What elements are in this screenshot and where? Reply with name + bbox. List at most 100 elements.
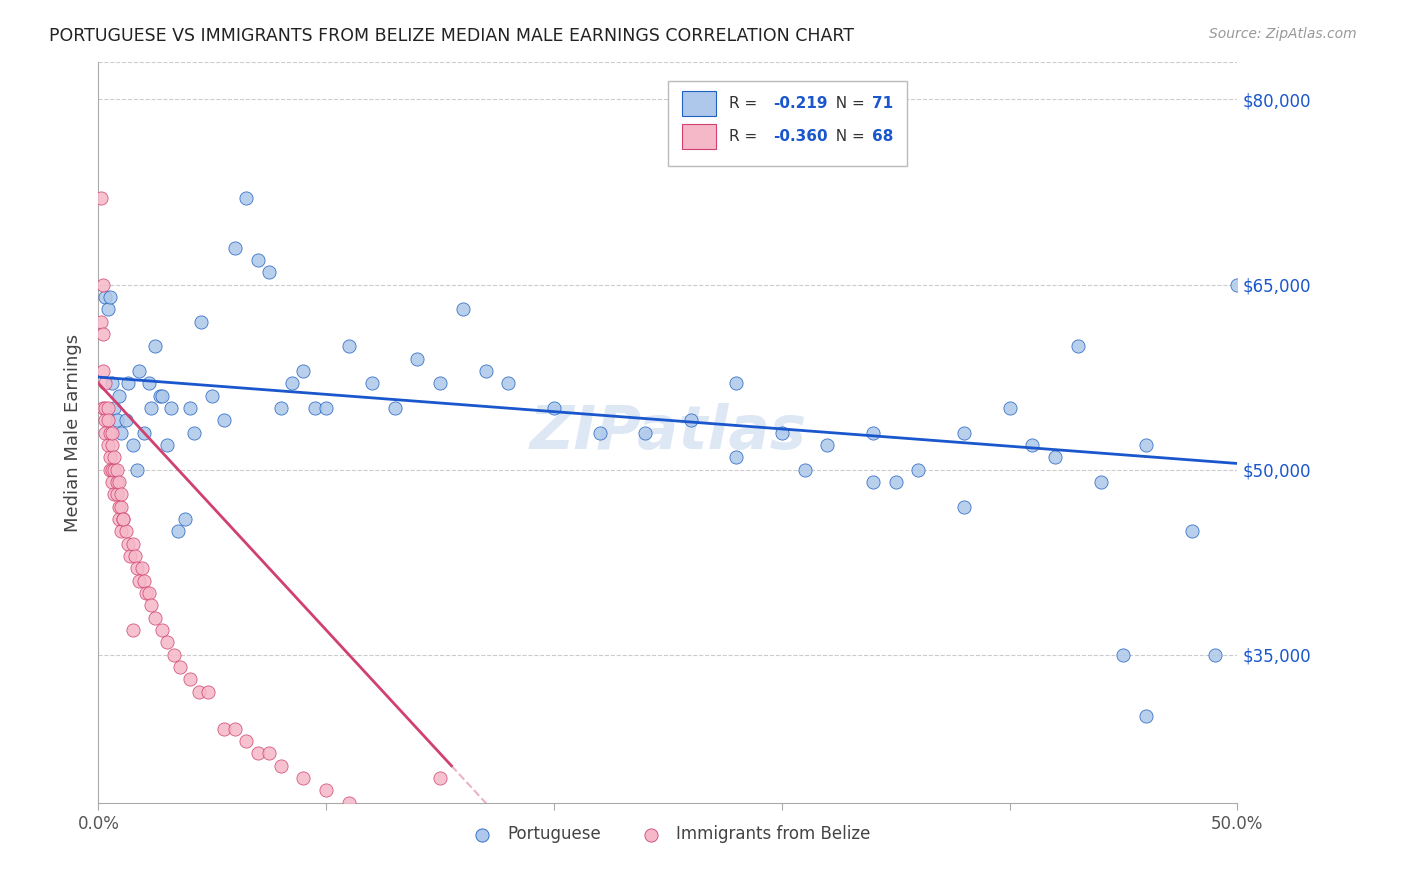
Point xyxy=(96,413,118,427)
Point xyxy=(120,549,142,563)
Point xyxy=(98,450,121,465)
FancyBboxPatch shape xyxy=(682,91,716,116)
Point xyxy=(337,339,360,353)
Point xyxy=(884,475,907,489)
Point xyxy=(98,290,121,304)
Point xyxy=(179,401,201,415)
Point xyxy=(270,401,292,415)
Point xyxy=(150,389,173,403)
Point xyxy=(212,722,235,736)
Point xyxy=(101,425,124,440)
Point xyxy=(108,512,131,526)
Point xyxy=(101,438,124,452)
Point xyxy=(128,574,150,588)
Point xyxy=(110,425,132,440)
Point xyxy=(862,475,884,489)
Point xyxy=(96,401,118,415)
Point xyxy=(1135,438,1157,452)
Point xyxy=(224,240,246,254)
Point xyxy=(588,425,610,440)
Point xyxy=(725,376,748,391)
Point xyxy=(1135,709,1157,723)
Point xyxy=(315,783,337,797)
Point xyxy=(998,401,1021,415)
Point xyxy=(543,401,565,415)
Text: R =: R = xyxy=(730,95,768,111)
Point xyxy=(103,450,125,465)
Point xyxy=(474,364,496,378)
Point xyxy=(101,376,124,391)
Point xyxy=(156,635,179,649)
Point xyxy=(315,401,337,415)
Point xyxy=(91,326,114,341)
Point xyxy=(90,314,112,328)
Point xyxy=(1021,438,1043,452)
Point xyxy=(337,796,360,810)
Text: Source: ZipAtlas.com: Source: ZipAtlas.com xyxy=(1209,27,1357,41)
Y-axis label: Median Male Earnings: Median Male Earnings xyxy=(65,334,83,532)
Point xyxy=(167,524,190,539)
Point xyxy=(1090,475,1112,489)
Text: PORTUGUESE VS IMMIGRANTS FROM BELIZE MEDIAN MALE EARNINGS CORRELATION CHART: PORTUGUESE VS IMMIGRANTS FROM BELIZE MED… xyxy=(49,27,855,45)
Point xyxy=(235,734,257,748)
Point xyxy=(114,524,136,539)
Point xyxy=(190,314,212,328)
Point xyxy=(156,438,179,452)
Point xyxy=(360,376,382,391)
Point xyxy=(259,747,281,761)
Text: ZIPatlas: ZIPatlas xyxy=(529,403,807,462)
Point xyxy=(1204,648,1226,662)
Point xyxy=(127,561,149,575)
Legend: Portuguese, Immigrants from Belize: Portuguese, Immigrants from Belize xyxy=(458,819,877,850)
Text: R =: R = xyxy=(730,129,768,144)
Point xyxy=(98,462,121,476)
Point xyxy=(103,462,125,476)
Point xyxy=(117,376,139,391)
Point xyxy=(114,413,136,427)
Point xyxy=(634,425,657,440)
Point xyxy=(1067,339,1090,353)
Point xyxy=(953,500,976,514)
Point xyxy=(121,536,143,550)
Point xyxy=(91,364,114,378)
Point xyxy=(793,462,815,476)
Point xyxy=(162,648,184,662)
Point xyxy=(91,401,114,415)
Point xyxy=(145,339,167,353)
Point xyxy=(174,512,197,526)
Point xyxy=(149,389,172,403)
Point xyxy=(132,425,155,440)
Point xyxy=(105,462,128,476)
Point xyxy=(212,413,235,427)
FancyBboxPatch shape xyxy=(682,124,716,149)
Point xyxy=(498,376,520,391)
Point xyxy=(384,808,406,822)
Point xyxy=(112,512,135,526)
Point xyxy=(139,599,162,613)
Point xyxy=(304,401,326,415)
Point xyxy=(246,747,269,761)
Point xyxy=(179,673,201,687)
Text: N =: N = xyxy=(827,129,870,144)
Point xyxy=(246,252,269,267)
Point xyxy=(121,438,143,452)
Point xyxy=(1043,450,1066,465)
Point xyxy=(281,376,304,391)
FancyBboxPatch shape xyxy=(668,81,907,166)
Point xyxy=(101,462,124,476)
Point xyxy=(953,425,976,440)
Point xyxy=(90,191,112,205)
Point xyxy=(145,610,167,624)
Point xyxy=(292,771,315,785)
Point xyxy=(121,623,143,637)
Point xyxy=(235,191,257,205)
Point xyxy=(105,475,128,489)
Point xyxy=(110,500,132,514)
Point xyxy=(1226,277,1249,292)
Point xyxy=(201,389,224,403)
Point xyxy=(138,586,160,600)
Point xyxy=(429,771,451,785)
Point xyxy=(110,524,132,539)
Point xyxy=(138,376,160,391)
Point xyxy=(139,401,162,415)
